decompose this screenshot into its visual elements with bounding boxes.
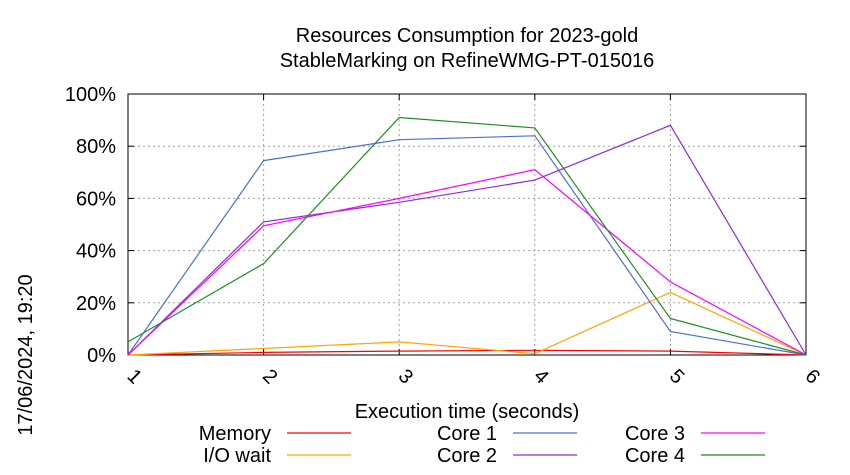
- y-tick-label: 60%: [76, 188, 116, 210]
- y-tick-label: 100%: [65, 84, 116, 106]
- axis-ticks: 0% 20% 40% 60% 80% 100% 1 2 3 4 5 6: [65, 84, 824, 388]
- grid: [128, 94, 806, 355]
- series-lines: [127, 116, 807, 356]
- y-tick-label: 40%: [76, 241, 116, 263]
- x-axis-label: Execution time (seconds): [355, 401, 580, 423]
- x-tick-label: 4: [529, 365, 552, 388]
- x-tick-label: 5: [665, 365, 688, 388]
- legend-label-memory: Memory: [199, 423, 271, 445]
- y-tick-label: 0%: [87, 345, 116, 367]
- y-tick-label: 80%: [76, 136, 116, 158]
- series-line-i-o-wait: [127, 291, 807, 356]
- timestamp-label: 17/06/2024, 19:20: [15, 274, 37, 435]
- series-line-memory: [127, 349, 807, 356]
- chart-title-line-1: Resources Consumption for 2023-gold: [296, 25, 638, 47]
- chart-title-line-2: StableMarking on RefineWMG-PT-015016: [280, 50, 655, 72]
- y-tick-label: 20%: [76, 293, 116, 315]
- x-tick-label: 2: [258, 365, 281, 388]
- x-tick-label: 3: [394, 365, 417, 388]
- legend-label-core-3: Core 3: [625, 423, 685, 445]
- legend-label-core-2: Core 2: [437, 445, 497, 467]
- plot-frame: [127, 93, 807, 356]
- series-line-core-3: [127, 169, 807, 356]
- x-tick-label: 6: [801, 365, 824, 388]
- legend-label-core-4: Core 4: [625, 445, 685, 467]
- series-line-core-4: [127, 116, 807, 356]
- series-line-core-1: [127, 135, 807, 356]
- x-tick-label: 1: [123, 365, 146, 388]
- legend-label-i-o-wait: I/O wait: [203, 445, 271, 467]
- series-line-core-2: [127, 124, 807, 356]
- legend-label-core-1: Core 1: [437, 423, 497, 445]
